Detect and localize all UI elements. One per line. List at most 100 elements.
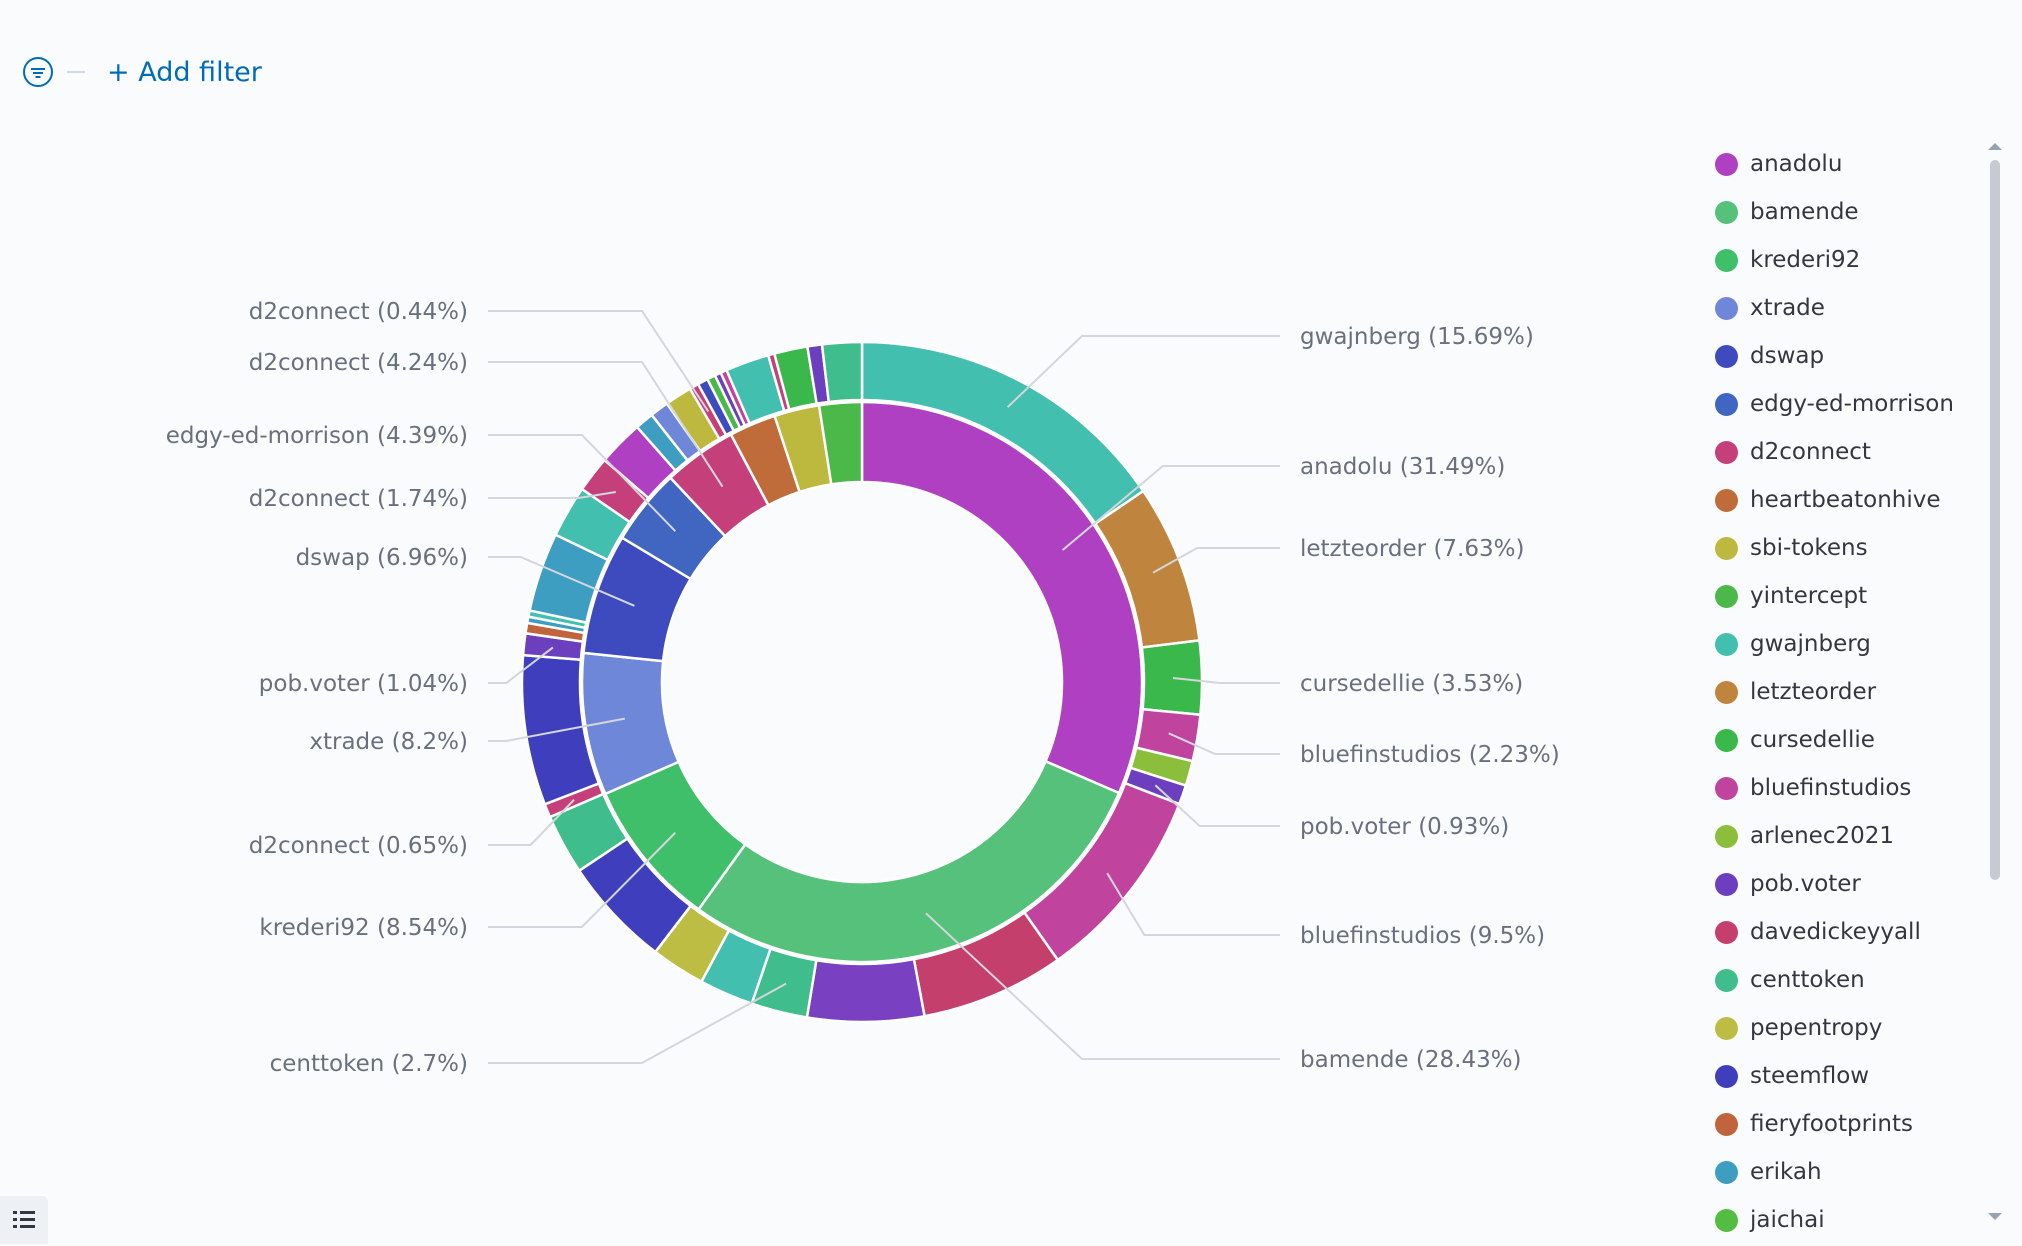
legend-label: pepentropy	[1750, 1015, 1883, 1041]
legend-color-dot	[1715, 680, 1738, 704]
legend-item[interactable]: krederi92	[1715, 236, 1985, 284]
legend-color-dot	[1715, 1160, 1738, 1184]
scroll-up-icon[interactable]	[1988, 143, 2002, 150]
leader-line	[925, 912, 1280, 1060]
leader-line	[488, 799, 575, 846]
legend-label: cursedellie	[1750, 727, 1875, 753]
legend-item[interactable]: bamende	[1715, 188, 1985, 236]
filter-icon[interactable]	[23, 57, 53, 87]
legend-scrollbar[interactable]	[1990, 160, 2000, 880]
slice-label: anadolu (31.49%)	[1300, 454, 1505, 480]
legend-item[interactable]: cursedellie	[1715, 716, 1985, 764]
slice-label: bluefinstudios (9.5%)	[1300, 923, 1545, 949]
legend-label: dswap	[1750, 343, 1825, 369]
slice-label: centtoken (2.7%)	[270, 1051, 468, 1077]
legend-item[interactable]: gwajnberg	[1715, 620, 1985, 668]
legend-item[interactable]: arlenec2021	[1715, 812, 1985, 860]
slice-label: bluefinstudios (2.23%)	[1300, 742, 1560, 768]
inner-ring-slice[interactable]	[696, 759, 1121, 964]
legend-color-dot	[1715, 968, 1738, 992]
leader-line	[1061, 465, 1280, 551]
legend-item[interactable]: erikah	[1715, 1148, 1985, 1196]
legend-color-dot	[1715, 824, 1738, 848]
legend-item[interactable]: bluefinstudios	[1715, 764, 1985, 812]
leader-line	[1106, 872, 1280, 936]
legend-item[interactable]: steemflow	[1715, 1052, 1985, 1100]
legend-color-dot	[1715, 1016, 1738, 1040]
legend-item[interactable]: xtrade	[1715, 284, 1985, 332]
slice-label: bamende (28.43%)	[1300, 1047, 1522, 1073]
leader-line	[1152, 547, 1280, 574]
leader-line	[488, 982, 787, 1064]
legend-toggle-button[interactable]	[0, 1196, 48, 1244]
slice-label: letzteorder (7.63%)	[1300, 536, 1524, 562]
filter-divider	[67, 71, 85, 73]
legend-label: bamende	[1750, 199, 1859, 225]
slice-label: gwajnberg (15.69%)	[1300, 324, 1534, 350]
legend-color-dot	[1715, 728, 1738, 752]
leader-line	[488, 490, 616, 499]
legend-color-dot	[1715, 392, 1738, 416]
legend-item[interactable]: d2connect	[1715, 428, 1985, 476]
slice-label: cursedellie (3.53%)	[1300, 671, 1523, 697]
legend-item[interactable]: jaichai	[1715, 1196, 1985, 1244]
scroll-down-icon[interactable]	[1988, 1213, 2002, 1220]
leader-line	[488, 434, 677, 532]
outer-ring-slice[interactable]	[820, 340, 864, 404]
leader-line	[488, 361, 724, 488]
legend-label: steemflow	[1750, 1063, 1870, 1089]
legend-color-dot	[1715, 1208, 1738, 1232]
legend-color-dot	[1715, 872, 1738, 896]
slice-label: xtrade (8.2%)	[309, 729, 468, 755]
leader-line	[1172, 676, 1280, 684]
legend-label: yintercept	[1750, 583, 1868, 609]
legend-item[interactable]: letzteorder	[1715, 668, 1985, 716]
leader-line	[488, 556, 635, 607]
legend-color-dot	[1715, 920, 1738, 944]
legend-item[interactable]: anadolu	[1715, 140, 1985, 188]
legend-label: xtrade	[1750, 295, 1825, 321]
filter-bar: + Add filter	[23, 52, 262, 92]
legend-color-dot	[1715, 488, 1738, 512]
legend-color-dot	[1715, 1064, 1738, 1088]
legend-color-dot	[1715, 296, 1738, 320]
slice-label: d2connect (0.44%)	[249, 299, 468, 325]
legend-item[interactable]: yintercept	[1715, 572, 1985, 620]
add-filter-button[interactable]: + Add filter	[107, 56, 262, 88]
legend-label: erikah	[1750, 1159, 1822, 1185]
legend-label: edgy-ed-morrison	[1750, 391, 1954, 417]
leader-line	[488, 310, 710, 413]
leader-line	[1168, 732, 1280, 755]
slice-label: pob.voter (0.93%)	[1300, 814, 1509, 840]
outer-ring-slice[interactable]	[1140, 639, 1204, 717]
inner-ring-slice[interactable]	[860, 400, 1144, 795]
legend-item[interactable]: fieryfootprints	[1715, 1100, 1985, 1148]
legend-label: letzteorder	[1750, 679, 1877, 705]
legend-color-dot	[1715, 776, 1738, 800]
legend-item[interactable]: sbi-tokens	[1715, 524, 1985, 572]
legend-item[interactable]: davedickeyyall	[1715, 908, 1985, 956]
legend-item[interactable]: centtoken	[1715, 956, 1985, 1004]
outer-ring-slice[interactable]	[805, 957, 927, 1024]
leader-line	[488, 717, 626, 742]
leader-line	[1006, 335, 1280, 408]
legend-item[interactable]: heartbeatonhive	[1715, 476, 1985, 524]
legend-label: centtoken	[1750, 967, 1865, 993]
inner-ring-slice[interactable]	[817, 400, 864, 486]
legend-label: anadolu	[1750, 151, 1843, 177]
legend-item[interactable]: pob.voter	[1715, 860, 1985, 908]
legend-label: pob.voter	[1750, 871, 1861, 897]
slice-label: d2connect (0.65%)	[249, 833, 468, 859]
legend-color-dot	[1715, 584, 1738, 608]
legend-label: d2connect	[1750, 439, 1871, 465]
legend-color-dot	[1715, 344, 1738, 368]
legend-item[interactable]: edgy-ed-morrison	[1715, 380, 1985, 428]
legend-color-dot	[1715, 1112, 1738, 1136]
legend-item[interactable]: dswap	[1715, 332, 1985, 380]
legend-item[interactable]: pepentropy	[1715, 1004, 1985, 1052]
leader-line	[488, 832, 676, 928]
legend-color-dot	[1715, 248, 1738, 272]
slice-label: pob.voter (1.04%)	[259, 671, 468, 697]
legend-label: sbi-tokens	[1750, 535, 1868, 561]
legend-label: krederi92	[1750, 247, 1861, 273]
